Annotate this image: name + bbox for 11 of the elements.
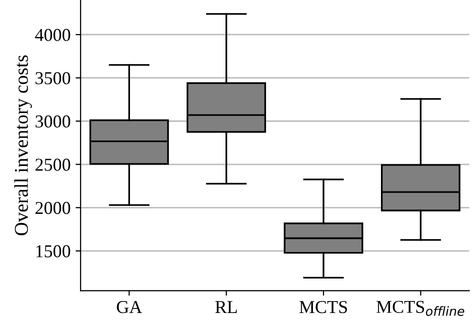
y-tick-label: 3000: [36, 115, 70, 128]
y-tick-label: 3500: [36, 72, 70, 84]
x-tick-label: GA: [116, 300, 142, 314]
x-tick-label: MCTS$_{offline}$: [376, 300, 464, 316]
y-axis-title: Overall inventory costs: [14, 55, 32, 236]
y-tick-label: 2500: [36, 158, 70, 171]
y-tick-label: 1500: [36, 245, 70, 258]
y-tick-label: 4000: [35, 28, 70, 42]
y-tick-label: 2000: [36, 202, 70, 214]
x-tick-label: RL: [215, 301, 237, 313]
x-tick-label: MCTS: [299, 300, 347, 314]
